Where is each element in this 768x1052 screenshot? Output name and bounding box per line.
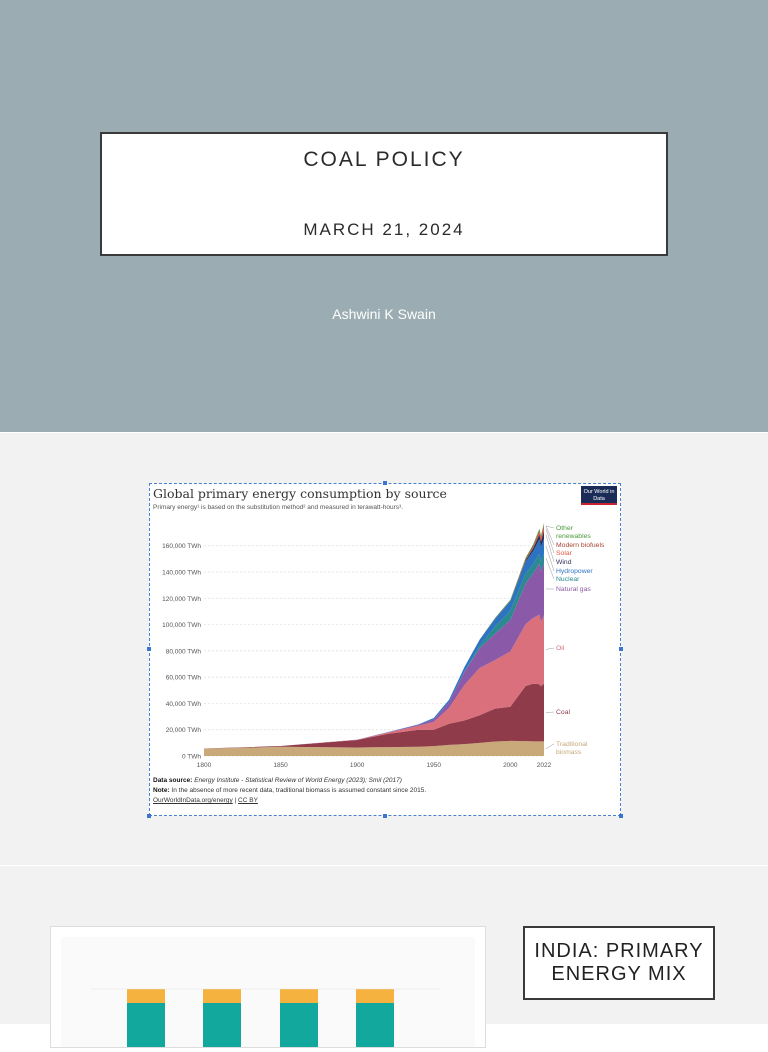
- note-label: Note:: [153, 787, 170, 794]
- legend-label: Coal: [556, 709, 570, 716]
- mini-bar-bottom: [280, 1003, 318, 1047]
- note-text: In the absence of more recent data, trad…: [171, 787, 426, 794]
- x-tick-label: 1850: [273, 762, 288, 769]
- india-stacked-bars: [61, 937, 475, 1047]
- y-tick-label: 60,000 TWh: [166, 675, 202, 682]
- y-tick-label: 100,000 TWh: [162, 622, 201, 629]
- chart-footer: Data source: Energy Institute - Statisti…: [153, 776, 426, 806]
- y-tick-label: 0 TWh: [182, 754, 201, 761]
- slide-heading: INDIA: PRIMARY ENERGY MIX: [523, 926, 715, 1000]
- x-tick-label: 1800: [197, 762, 212, 769]
- mini-bar-top: [356, 989, 394, 1003]
- legend-label: Oil: [556, 645, 565, 652]
- mini-bar-bottom: [356, 1003, 394, 1047]
- x-tick-label: 1950: [426, 762, 441, 769]
- legend-label: Nuclear: [556, 576, 580, 583]
- y-tick-label: 80,000 TWh: [166, 648, 202, 655]
- legend-label: Hydropower: [556, 568, 593, 575]
- data-source-label: Data source:: [153, 777, 192, 784]
- legend-leader: [546, 526, 554, 545]
- legend-label: Modern biofuels: [556, 542, 605, 549]
- mini-bar-bottom: [203, 1003, 241, 1047]
- mini-bar-bottom: [127, 1003, 165, 1047]
- slide-date: MARCH 21, 2024: [102, 220, 666, 240]
- slide-title: COAL POLICY: [102, 148, 666, 172]
- legend-label: Wind: [556, 559, 572, 566]
- chart-image-frame[interactable]: Global primary energy consumption by sou…: [149, 483, 621, 816]
- y-tick-label: 160,000 TWh: [162, 543, 201, 550]
- chart-slide[interactable]: Global primary energy consumption by sou…: [0, 433, 768, 865]
- title-slide[interactable]: COAL POLICY MARCH 21, 2024 Ashwini K Swa…: [0, 0, 768, 432]
- india-mix-slide[interactable]: INDIA: PRIMARY ENERGY MIX: [0, 866, 768, 1024]
- india-chart-area: [61, 937, 475, 1047]
- title-box[interactable]: COAL POLICY MARCH 21, 2024: [100, 132, 668, 256]
- data-source-text: Energy Institute - Statistical Review of…: [194, 777, 402, 784]
- x-tick-label: 2022: [537, 762, 552, 769]
- legend-leader: [546, 648, 554, 649]
- owid-link[interactable]: OurWorldInData.org/energy: [153, 797, 233, 804]
- legend-leader: [546, 558, 554, 579]
- india-chart-image[interactable]: [50, 926, 486, 1048]
- x-tick-label: 1900: [350, 762, 365, 769]
- legend-label: Natural gas: [556, 586, 591, 593]
- y-tick-label: 140,000 TWh: [162, 570, 201, 577]
- mini-bar-top: [203, 989, 241, 1003]
- y-tick-label: 20,000 TWh: [166, 727, 202, 734]
- legend-leader: [546, 744, 554, 749]
- energy-area-chart: 0 TWh 20,000 TWh 40,000 TWh 60,000 TWh 80,00…: [150, 484, 620, 815]
- y-tick-label: 40,000 TWh: [166, 701, 202, 708]
- legend-label: Solar: [556, 550, 573, 557]
- legend-leader: [546, 526, 554, 528]
- y-tick-label: 120,000 TWh: [162, 596, 201, 603]
- mini-bar-top: [280, 989, 318, 1003]
- x-tick-label: 2000: [503, 762, 518, 769]
- author-name: Ashwini K Swain: [0, 306, 768, 322]
- mini-bar-top: [127, 989, 165, 1003]
- license-link[interactable]: CC BY: [238, 797, 258, 804]
